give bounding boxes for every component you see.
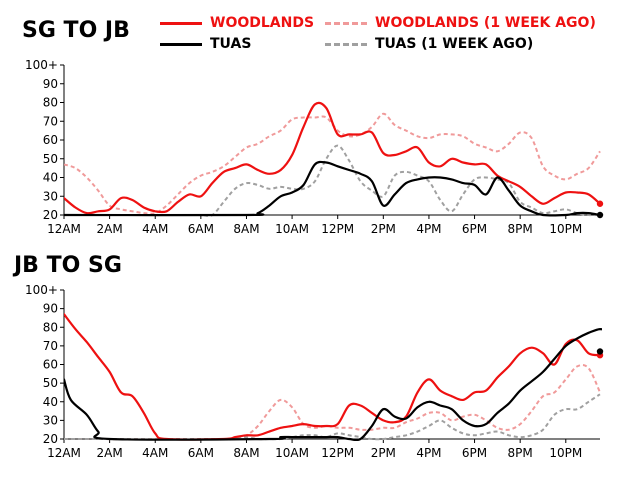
series-line-tuas-prev [64, 393, 601, 441]
y-tick-label: 50 [43, 152, 58, 166]
x-tick-label: 12AM [47, 446, 81, 460]
y-tick-label: 90 [43, 302, 58, 316]
x-tick-label: 6AM [188, 446, 214, 460]
y-tick-label: 40 [43, 395, 58, 409]
end-marker-tuas [596, 348, 604, 355]
x-tick-label: 8AM [233, 446, 259, 460]
y-tick-label: 80 [43, 320, 58, 334]
y-tick-label: 100+ [25, 58, 58, 72]
x-tick-label: 2PM [371, 446, 396, 460]
legend-swatch-woodlands [160, 21, 202, 25]
x-tick-label: 12PM [321, 446, 354, 460]
x-tick-label: 8AM [233, 222, 259, 236]
legend-label-woodlands: WOODLANDS [210, 15, 315, 31]
legend-label-woodlands-prev: WOODLANDS (1 WEEK AGO) [375, 15, 596, 31]
legend-swatch-woodlands-prev [325, 21, 367, 25]
end-marker-woodlands [596, 200, 604, 207]
y-tick-label: 60 [43, 358, 58, 372]
y-tick-label: 100+ [25, 283, 58, 297]
x-tick-label: 6PM [462, 446, 487, 460]
legend-label-tuas-prev: TUAS (1 WEEK AGO) [375, 36, 534, 52]
y-tick-label: 60 [43, 133, 58, 147]
chart-panel-2: JB TO SG 20 30 40 50 60 70 80 90 100+ 12AM 2AM 4AM 6A… [12, 253, 604, 460]
y-tick-label: 20 [43, 432, 58, 446]
chart-title: SG TO JB [22, 18, 130, 43]
x-tick-label: 2AM [97, 222, 123, 236]
series-lines [64, 101, 602, 217]
y-tick-label: 70 [43, 339, 58, 353]
x-tick-label: 10PM [549, 222, 582, 236]
x-tick-label: 6AM [188, 222, 214, 236]
legend-item-woodlands: WOODLANDS [160, 15, 314, 31]
x-tick-label: 4PM [416, 222, 441, 236]
x-tick-label: 10AM [275, 222, 309, 236]
x-tick-label: 6PM [462, 222, 487, 236]
legend-label-tuas: TUAS [210, 36, 252, 52]
legend-swatch-tuas-prev [325, 42, 367, 46]
chart-panel-1: SG TO JB 20 30 40 50 60 70 80 90 100+ 12AM 2AM 4AM 6A… [22, 18, 604, 236]
series-line-tuas [64, 160, 602, 217]
x-tick-label: 8PM [508, 222, 533, 236]
legend-item-tuas-prev: TUAS (1 WEEK AGO) [325, 36, 533, 52]
legend: WOODLANDS WOODLANDS (1 WEEK AGO) TUAS TU… [160, 8, 630, 56]
chart-title: JB TO SG [12, 253, 122, 278]
series-line-woodlands [64, 101, 602, 215]
end-marker-tuas [596, 211, 604, 219]
series-line-woodlands-prev [64, 112, 601, 215]
y-tick-label: 70 [43, 114, 58, 128]
y-tick-label: 50 [43, 376, 58, 390]
x-tick-label: 4PM [416, 446, 441, 460]
y-tick-label: 30 [43, 413, 58, 427]
x-tick-label: 10AM [275, 446, 309, 460]
series-line-woodlands [64, 313, 602, 441]
y-tick-label: 30 [43, 189, 58, 203]
x-tick-label: 4AM [142, 222, 168, 236]
legend-swatch-tuas [160, 42, 202, 46]
x-tick-label: 8PM [508, 446, 533, 460]
y-tick-label: 80 [43, 96, 58, 110]
series-line-tuas [64, 328, 602, 441]
y-tick-label: 20 [43, 208, 58, 222]
series-lines [64, 313, 602, 441]
x-tick-label: 2AM [97, 446, 123, 460]
y-tick-label: 90 [43, 77, 58, 91]
x-tick-label: 4AM [142, 446, 168, 460]
legend-item-woodlands-prev: WOODLANDS (1 WEEK AGO) [325, 15, 596, 31]
x-tick-label: 10PM [549, 446, 582, 460]
x-tick-label: 2PM [371, 222, 396, 236]
series-line-woodlands-prev [64, 363, 601, 441]
legend-item-tuas: TUAS [160, 36, 251, 52]
y-tick-label: 40 [43, 171, 58, 185]
series-line-tuas-prev [64, 144, 601, 217]
x-tick-label: 12PM [321, 222, 354, 236]
x-tick-label: 12AM [47, 222, 81, 236]
